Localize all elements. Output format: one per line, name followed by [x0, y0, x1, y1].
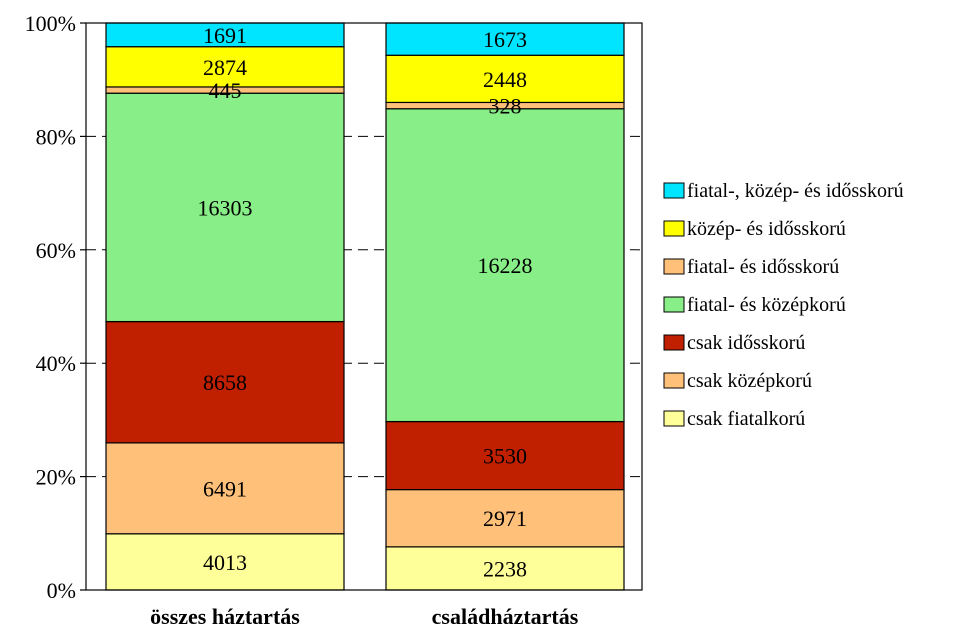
y-tick-label: 60% — [36, 238, 76, 263]
legend-label: csak középkorú — [687, 370, 812, 392]
data-label: 16228 — [478, 253, 533, 278]
category-label: összes háztartás — [150, 604, 300, 626]
legend: fiatal-, közép- és idősskorú közép- és id… — [663, 180, 904, 430]
y-tick-label: 20% — [36, 465, 76, 490]
bars — [105, 22, 625, 591]
bar-segment — [385, 22, 625, 56]
bar-segment — [385, 108, 625, 423]
legend-label: csak fiatalkorú — [687, 408, 805, 430]
legend-label: közép- és idősskorú — [687, 218, 846, 240]
data-label: 2971 — [483, 506, 527, 531]
y-tick-label: 40% — [36, 351, 76, 376]
bar-segment — [385, 488, 625, 548]
gridlines — [86, 135, 642, 478]
bar-segment — [105, 442, 345, 535]
legend-label: csak idősskorú — [687, 332, 805, 354]
data-label: 3530 — [483, 444, 527, 469]
legend-label: fiatal-, közép- és idősskorú — [687, 180, 904, 202]
legend-swatch — [663, 258, 685, 275]
bar-segment — [105, 92, 345, 323]
data-label: 6491 — [203, 476, 247, 501]
legend-label: fiatal- és idősskorú — [687, 256, 839, 278]
data-label: 2238 — [483, 556, 527, 581]
data-label: 1673 — [483, 27, 527, 52]
data-label: 445 — [209, 78, 242, 103]
data-label: 1691 — [203, 23, 247, 48]
y-tick-label: 80% — [36, 124, 76, 149]
legend-swatch — [663, 334, 685, 351]
data-label: 2448 — [483, 67, 527, 92]
legend-swatch — [663, 182, 685, 199]
legend-label: fiatal- és középkorú — [687, 294, 846, 316]
data-label: 16303 — [198, 195, 253, 220]
data-label: 4013 — [203, 550, 247, 575]
y-tick-label: 0% — [47, 578, 76, 603]
bar-segment — [385, 420, 625, 491]
legend-swatch — [663, 410, 685, 427]
axes: összes háztartás családháztartás 0% 20% 40% 6… — [25, 11, 643, 626]
data-label: 328 — [489, 94, 522, 119]
bar-segment — [105, 46, 345, 88]
data-label: 8658 — [203, 370, 247, 395]
bar-segment — [385, 546, 625, 591]
y-tick-label: 100% — [25, 11, 76, 36]
plot-border — [85, 22, 643, 591]
legend-swatch — [663, 372, 685, 389]
legend-swatch — [663, 220, 685, 237]
data-label: 2874 — [203, 55, 247, 80]
legend-swatch — [663, 296, 685, 313]
category-label: családháztartás — [432, 604, 579, 626]
